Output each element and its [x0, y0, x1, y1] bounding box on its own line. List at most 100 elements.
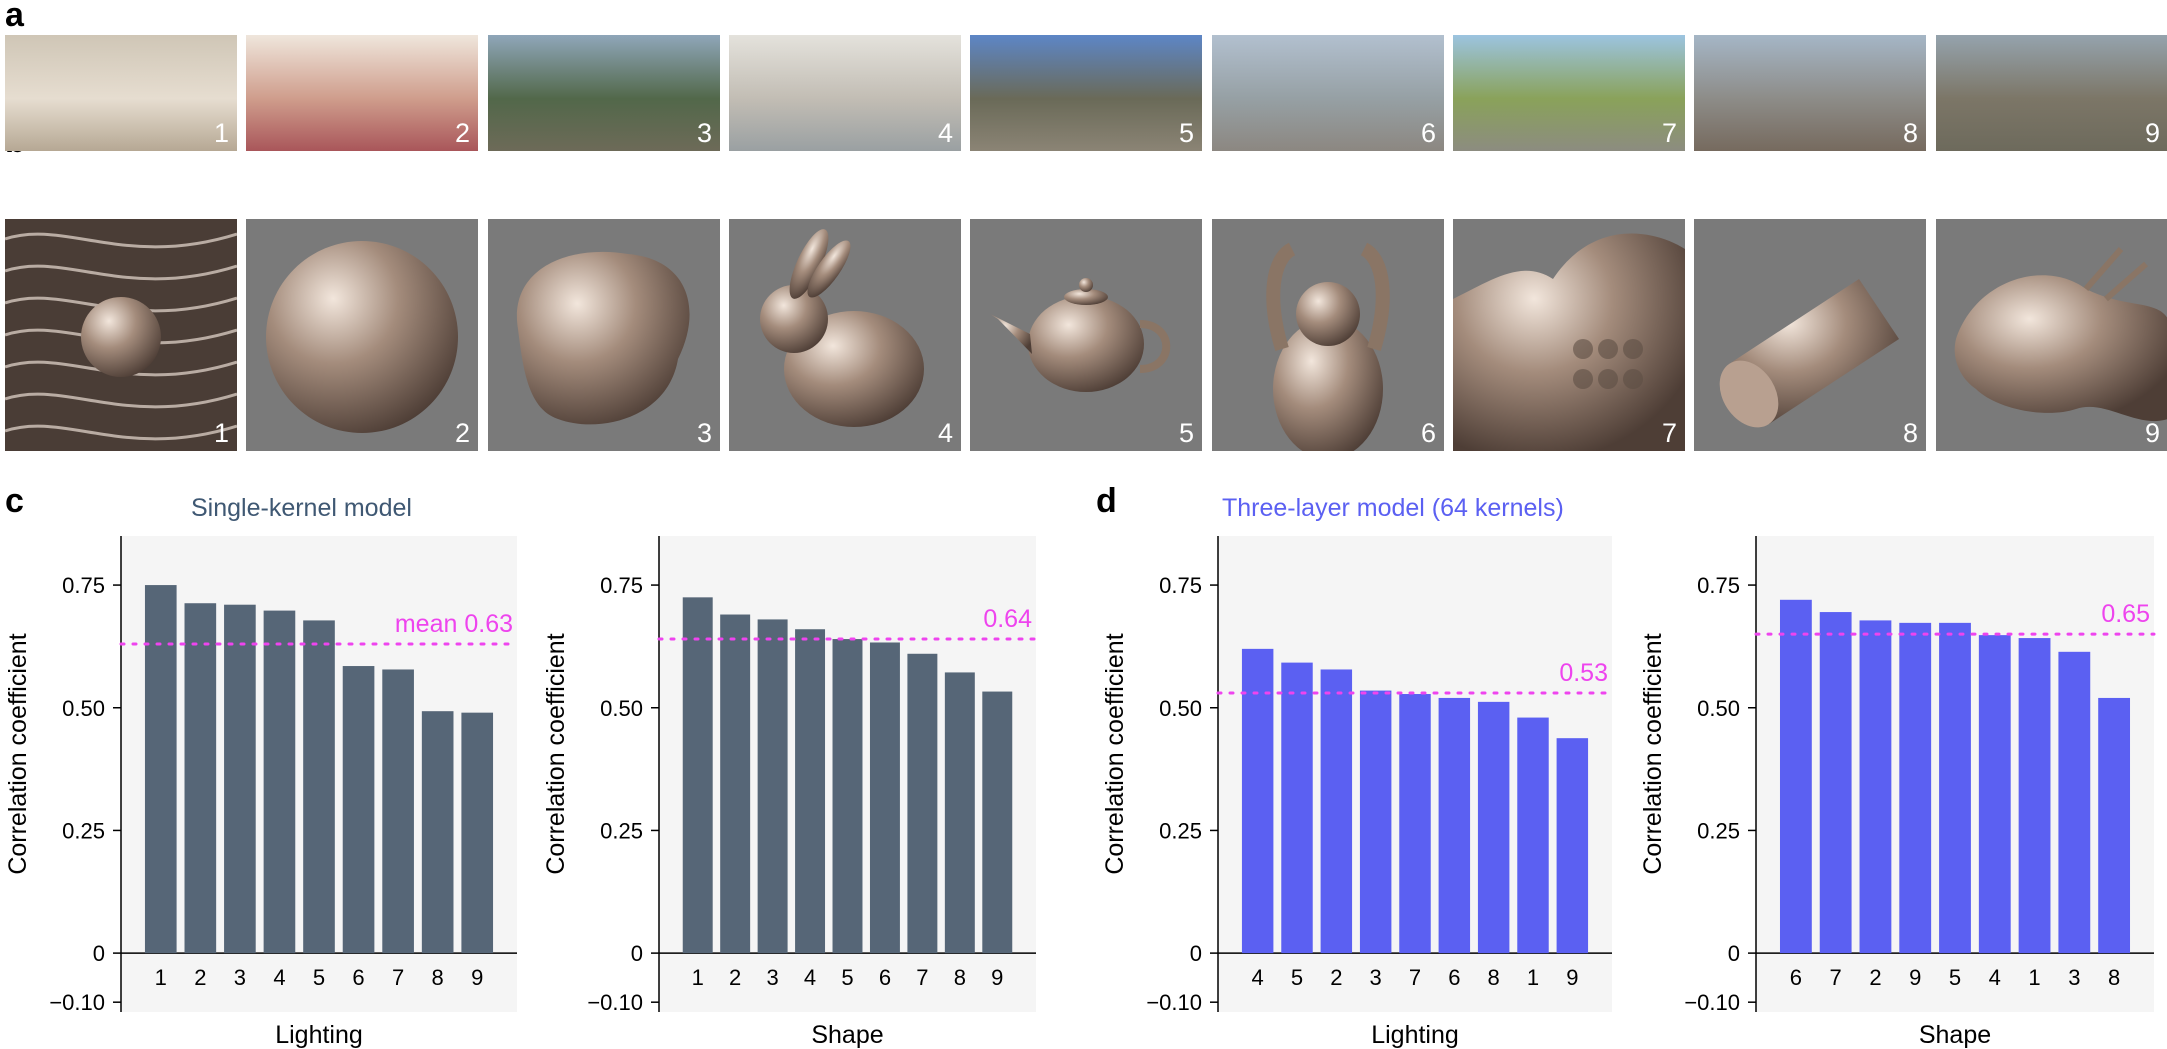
lighting-thumbnail-number: 8 — [1902, 118, 1918, 148]
bar-8 — [421, 711, 454, 954]
bar-9 — [1899, 622, 1932, 954]
x-tick-label: 4 — [804, 965, 816, 990]
bar-3 — [1359, 690, 1392, 954]
y-tick-label: 0 — [93, 941, 105, 966]
bar-4 — [1978, 635, 2011, 954]
single-kernel-model-title: Single-kernel model — [191, 494, 412, 522]
x-tick-label: 7 — [1409, 965, 1421, 990]
dragon-icon — [1954, 247, 2167, 421]
x-tick-label: 6 — [1790, 965, 1802, 990]
mean-label: mean 0.63 — [395, 610, 513, 638]
y-tick-label: 0.25 — [600, 818, 643, 843]
x-tick-label: 2 — [194, 965, 206, 990]
y-tick-label: −0.10 — [587, 990, 643, 1015]
y-tick-label: 0.50 — [62, 696, 105, 721]
bar-7 — [907, 653, 938, 954]
lighting-thumbnail-number: 7 — [1661, 118, 1677, 148]
bar-9 — [982, 691, 1013, 954]
bar-2 — [720, 614, 751, 954]
x-tick-label: 5 — [1949, 965, 1961, 990]
y-tick-label: 0.75 — [600, 573, 643, 598]
lighting-thumbnail-number: 2 — [454, 118, 470, 148]
object-thumbnail-number: 9 — [2144, 418, 2160, 448]
x-tick-label: 9 — [471, 965, 483, 990]
y-tick-label: −0.10 — [1684, 990, 1740, 1015]
x-axis-label: Shape — [811, 1021, 883, 1049]
x-tick-label: 3 — [2068, 965, 2080, 990]
bar-8 — [1477, 701, 1510, 954]
y-tick-label: −0.10 — [49, 990, 105, 1015]
y-tick-label: −0.10 — [1146, 990, 1202, 1015]
x-tick-label: 9 — [1566, 965, 1578, 990]
bar-7 — [382, 669, 414, 954]
x-tick-label: 2 — [1330, 965, 1342, 990]
y-tick-label: 0.50 — [1159, 696, 1202, 721]
x-tick-label: 6 — [879, 965, 891, 990]
y-axis-label: Correlation coefficient — [542, 633, 570, 874]
x-tick-label: 8 — [2108, 965, 2120, 990]
bar-3 — [2058, 651, 2091, 954]
y-tick-label: 0.75 — [62, 573, 105, 598]
y-axis-label: Correlation coefficient — [1101, 633, 1129, 874]
x-tick-label: 3 — [1370, 965, 1382, 990]
x-axis-label: Lighting — [1371, 1021, 1459, 1049]
bar-9 — [461, 712, 494, 954]
bar-chart-c-lighting: 0.75 0.50 0.25 0 −0.10 1 2 3 4 5 6 7 8 9 mean 0.63 Ligh… — [4, 536, 519, 1049]
bar-6 — [1438, 697, 1471, 954]
y-tick-label: 0.75 — [1159, 573, 1202, 598]
x-axis-label: Shape — [1919, 1021, 1991, 1049]
lighting-thumbnail-number: 4 — [937, 118, 953, 148]
lighting-thumbnail-6: 6 — [1212, 35, 1444, 151]
bar-1 — [1517, 717, 1549, 954]
object-thumbnail-2: 2 — [246, 219, 478, 451]
lighting-thumbnail-7: 7 — [1453, 35, 1685, 151]
x-tick-label: 8 — [432, 965, 444, 990]
x-tick-label: 6 — [1448, 965, 1460, 990]
lighting-thumbnail-number: 1 — [213, 118, 229, 148]
y-tick-label: 0 — [631, 941, 643, 966]
lighting-thumbnail-5: 5 — [970, 35, 1202, 151]
object-thumbnail-1: 1 — [5, 219, 237, 451]
x-tick-label: 1 — [155, 965, 167, 990]
y-axis-label: Correlation coefficient — [4, 633, 32, 874]
bar-1 — [144, 585, 177, 954]
bunny-icon — [760, 229, 924, 427]
object-thumbnail-5: 5 — [970, 219, 1202, 451]
lighting-thumbnail-number: 6 — [1420, 118, 1436, 148]
object-thumbnail-7: 7 — [1453, 219, 1685, 451]
buddha-icon — [1266, 242, 1390, 451]
lighting-thumbnail-1: 1 — [5, 35, 237, 151]
mean-label: 0.65 — [2101, 600, 2150, 628]
bar-4 — [1241, 648, 1274, 954]
object-thumbnail-number: 6 — [1420, 418, 1436, 448]
bar-7 — [1399, 694, 1431, 954]
three-layer-model-title: Three-layer model (64 kernels) — [1222, 494, 1564, 522]
x-tick-label: 2 — [729, 965, 741, 990]
y-axis-label: Correlation coefficient — [1639, 633, 1667, 874]
lighting-thumbnail-2: 2 — [246, 35, 478, 151]
object-thumbnail-number: 3 — [696, 418, 712, 448]
y-tick-label: 0 — [1190, 941, 1202, 966]
object-thumbnail-number: 2 — [454, 418, 470, 448]
y-tick-label: 0.75 — [1697, 573, 1740, 598]
x-tick-label: 3 — [234, 965, 246, 990]
bar-9 — [1556, 738, 1589, 954]
y-tick-label: 0.50 — [1697, 696, 1740, 721]
x-tick-label: 8 — [954, 965, 966, 990]
bar-3 — [224, 604, 256, 954]
x-tick-label: 5 — [313, 965, 325, 990]
bar-6 — [1779, 599, 1812, 954]
object-thumbnail-9: 9 — [1936, 219, 2167, 451]
y-tick-label: 0.25 — [1159, 818, 1202, 843]
x-tick-label: 7 — [1830, 965, 1842, 990]
bar-1 — [682, 597, 713, 954]
bar-2 — [1320, 669, 1353, 954]
x-tick-label: 1 — [1527, 965, 1539, 990]
y-tick-label: 0.25 — [62, 818, 105, 843]
x-axis-label: Lighting — [275, 1021, 363, 1049]
teapot-icon — [990, 278, 1171, 392]
blob-icon — [516, 251, 690, 425]
mean-label: 0.64 — [983, 605, 1032, 633]
x-tick-label: 2 — [1869, 965, 1881, 990]
